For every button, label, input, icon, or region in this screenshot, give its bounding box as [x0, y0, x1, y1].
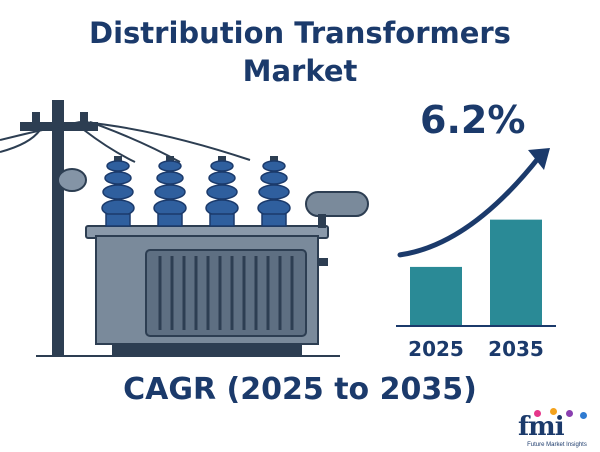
logo-dot [534, 410, 541, 417]
trend-arrowhead-icon [528, 148, 550, 170]
logo-letters: fmi [518, 412, 565, 442]
trend-arrow-icon [397, 153, 543, 258]
cooling-fins [145, 249, 307, 337]
bushing [101, 156, 135, 227]
logo-dot [580, 412, 587, 419]
conservator-tank [305, 191, 369, 217]
power-line [83, 129, 136, 163]
page-title: Distribution Transformers Market [0, 14, 600, 90]
x-tick-label: 2025 [408, 337, 464, 361]
pole-insulator-left [32, 112, 40, 122]
power-line [0, 129, 41, 153]
x-tick-label: 2035 [488, 337, 544, 361]
cagr-label: CAGR (2025 to 2035) [123, 372, 477, 407]
title-line-2: Market [242, 54, 358, 88]
conservator-pipe [318, 214, 326, 228]
pole-insulator-right [80, 112, 88, 122]
bars-group [410, 219, 542, 326]
logo-caption: Future Market Insights [527, 442, 587, 448]
bushing [153, 156, 187, 227]
bar-2035 [490, 219, 542, 326]
title-line-1: Distribution Transformers [89, 16, 511, 50]
bar-2025 [410, 266, 462, 326]
pole-transformer-can [57, 168, 87, 192]
side-valve [318, 258, 328, 266]
growth-bar-chart: 2025 2035 [396, 148, 556, 361]
transformer-illustration [0, 100, 369, 357]
x-tick-labels: 2025 2035 [408, 337, 544, 361]
power-line [83, 121, 251, 161]
bushing [205, 156, 239, 227]
cagr-value: 6.2% [420, 98, 526, 142]
transformer-base [112, 344, 302, 356]
bushing [257, 156, 291, 227]
fmi-logo: fmi Future Market Insights [512, 408, 600, 452]
utility-pole [52, 100, 64, 356]
logo-dot [550, 408, 557, 415]
logo-dot [566, 410, 573, 417]
